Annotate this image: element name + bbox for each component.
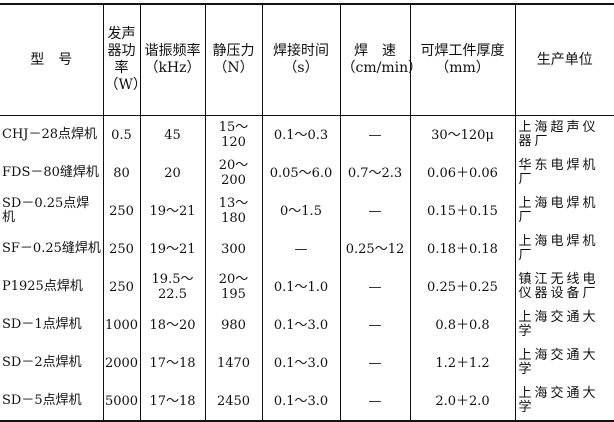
header-manufacturer: 生产单位 bbox=[514, 4, 614, 116]
cell-thickness: 30～120μ bbox=[409, 115, 515, 154]
cell-thickness: 1.2＋1.2 bbox=[409, 344, 515, 382]
cell-model: CHJ－28点焊机 bbox=[2, 127, 98, 142]
cell-thickness: 0.06＋0.06 bbox=[409, 154, 515, 192]
cell-weld-time: 0.1～3.0 bbox=[261, 344, 340, 382]
table-row: SD－2点焊机 2000 17～18 1470 0.1～3.0—1.2＋1.2 上海交通大… bbox=[0, 344, 614, 382]
cell-power: 2000 bbox=[102, 344, 140, 382]
cell-pressure: 1470 bbox=[204, 344, 262, 382]
cell-pressure: 13～180 bbox=[204, 192, 262, 230]
table-row: SD－5点焊机 5000 17～18 2450 0.1～3.0—2.0＋2.0 上海交通大… bbox=[0, 382, 614, 421]
cell-manufacturer: 上海超声仪器厂 bbox=[514, 115, 614, 154]
cell-power: 0.5 bbox=[102, 115, 140, 154]
cell-weld-time: 0.05～6.0 bbox=[261, 154, 340, 192]
cell-frequency: 17～18 bbox=[139, 344, 205, 382]
cell-pressure: 2450 bbox=[204, 382, 262, 421]
header-frequency: 谐振频率（kHz） bbox=[139, 4, 205, 116]
cell-frequency: 18～20 bbox=[139, 306, 205, 344]
table-row: SD－0.25点焊机 250 19～21 13～180 0～1.5—0.15＋0.15 上… bbox=[0, 192, 614, 230]
cell-manufacturer: 上海交通大学 bbox=[514, 306, 614, 344]
header-thickness: 可焊工件厚度（mm） bbox=[409, 4, 515, 116]
cell-model: SF－0.25缝焊机 bbox=[2, 241, 101, 256]
cell-pressure: 20～200 bbox=[204, 154, 262, 192]
cell-thickness: 2.0＋2.0 bbox=[409, 382, 515, 421]
cell-weld-time: 0.1～1.0 bbox=[261, 268, 340, 306]
table-row: SD－1点焊机 1000 18～20 980 0.1～3.0—0.8＋0.8 上海交通大学 bbox=[0, 306, 614, 344]
header-weld-time: 焊接时间（s） bbox=[261, 4, 340, 116]
cell-frequency: 20 bbox=[139, 154, 205, 192]
cell-pressure: 20～195 bbox=[204, 268, 262, 306]
cell-power: 80 bbox=[102, 154, 140, 192]
cell-power: 5000 bbox=[102, 382, 140, 421]
header-power: 发声器功率（W） bbox=[102, 4, 147, 116]
cell-frequency: 19.5～22.5 bbox=[139, 268, 205, 306]
table-row: CHJ－28点焊机 0.5 45 15～120 0.1～0.3—30～120μ 上海超声仪… bbox=[0, 115, 614, 154]
cell-pressure: 980 bbox=[204, 306, 262, 344]
header-row: 型 号 发声器功率（W） 谐振频率（kHz） 静压力（N） 焊接时间（s） 焊 … bbox=[0, 4, 614, 116]
cell-manufacturer: 上海电焊机厂 bbox=[514, 192, 614, 230]
cell-frequency: 45 bbox=[139, 115, 205, 154]
cell-manufacturer: 上海交通大学 bbox=[514, 382, 614, 421]
cell-manufacturer: 上海电焊机厂 bbox=[514, 230, 614, 268]
cell-weld-speed: — bbox=[339, 344, 410, 382]
cell-pressure: 15～120 bbox=[204, 115, 262, 154]
table-row: FDS－80缝焊机 80 20 20～200 0.05～6.0 0.7～2.3 0.06＋0… bbox=[0, 154, 614, 192]
table-row: SF－0.25缝焊机 250 19～21 300—0.25～12 0.18＋0.18 上海… bbox=[0, 230, 614, 268]
cell-weld-speed: 0.25～12 bbox=[339, 230, 410, 268]
cell-thickness: 0.15＋0.15 bbox=[409, 192, 515, 230]
cell-power: 1000 bbox=[102, 306, 140, 344]
cell-thickness: 0.18＋0.18 bbox=[409, 230, 515, 268]
cell-thickness: 0.25＋0.25 bbox=[409, 268, 515, 306]
cell-weld-speed: — bbox=[339, 268, 410, 306]
welder-spec-table: 型 号 发声器功率（W） 谐振频率（kHz） 静压力（N） 焊接时间（s） 焊 … bbox=[0, 3, 614, 422]
cell-weld-speed: 0.7～2.3 bbox=[339, 154, 410, 192]
cell-weld-time: 0～1.5 bbox=[261, 192, 340, 230]
cell-model: SD－1点焊机 bbox=[2, 317, 82, 332]
cell-power: 250 bbox=[102, 230, 140, 268]
cell-manufacturer: 上海交通大学 bbox=[514, 344, 614, 382]
cell-manufacturer: 华东电焊机厂 bbox=[514, 154, 614, 192]
cell-weld-time: — bbox=[261, 230, 340, 268]
cell-power: 250 bbox=[102, 192, 140, 230]
cell-manufacturer: 镇江无线电仪器设备厂 bbox=[514, 268, 614, 306]
cell-pressure: 300 bbox=[204, 230, 262, 268]
cell-frequency: 17～18 bbox=[139, 382, 205, 421]
cell-weld-time: 0.1～3.0 bbox=[261, 382, 340, 421]
cell-thickness: 0.8＋0.8 bbox=[409, 306, 515, 344]
header-model: 型 号 bbox=[0, 4, 103, 116]
cell-frequency: 19～21 bbox=[139, 230, 205, 268]
table-row: P1925点焊机 250 19.5～22.5 20～195 0.1～1.0—0.25＋0… bbox=[0, 268, 614, 306]
cell-weld-time: 0.1～0.3 bbox=[261, 115, 340, 154]
cell-weld-speed: — bbox=[339, 382, 410, 421]
cell-frequency: 19～21 bbox=[139, 192, 205, 230]
cell-weld-speed: — bbox=[339, 192, 410, 230]
cell-model: FDS－80缝焊机 bbox=[2, 165, 99, 180]
cell-model: SD－0.25点焊机 bbox=[2, 196, 90, 225]
cell-power: 250 bbox=[102, 268, 140, 306]
cell-weld-speed: — bbox=[339, 115, 410, 154]
cell-weld-speed: — bbox=[339, 306, 410, 344]
header-weld-speed: 焊 速（cm/min） bbox=[339, 4, 422, 116]
cell-model: P1925点焊机 bbox=[2, 279, 83, 294]
cell-model: SD－2点焊机 bbox=[2, 355, 82, 370]
cell-weld-time: 0.1～3.0 bbox=[261, 306, 340, 344]
header-pressure: 静压力（N） bbox=[204, 4, 262, 116]
cell-model: SD－5点焊机 bbox=[2, 393, 82, 408]
